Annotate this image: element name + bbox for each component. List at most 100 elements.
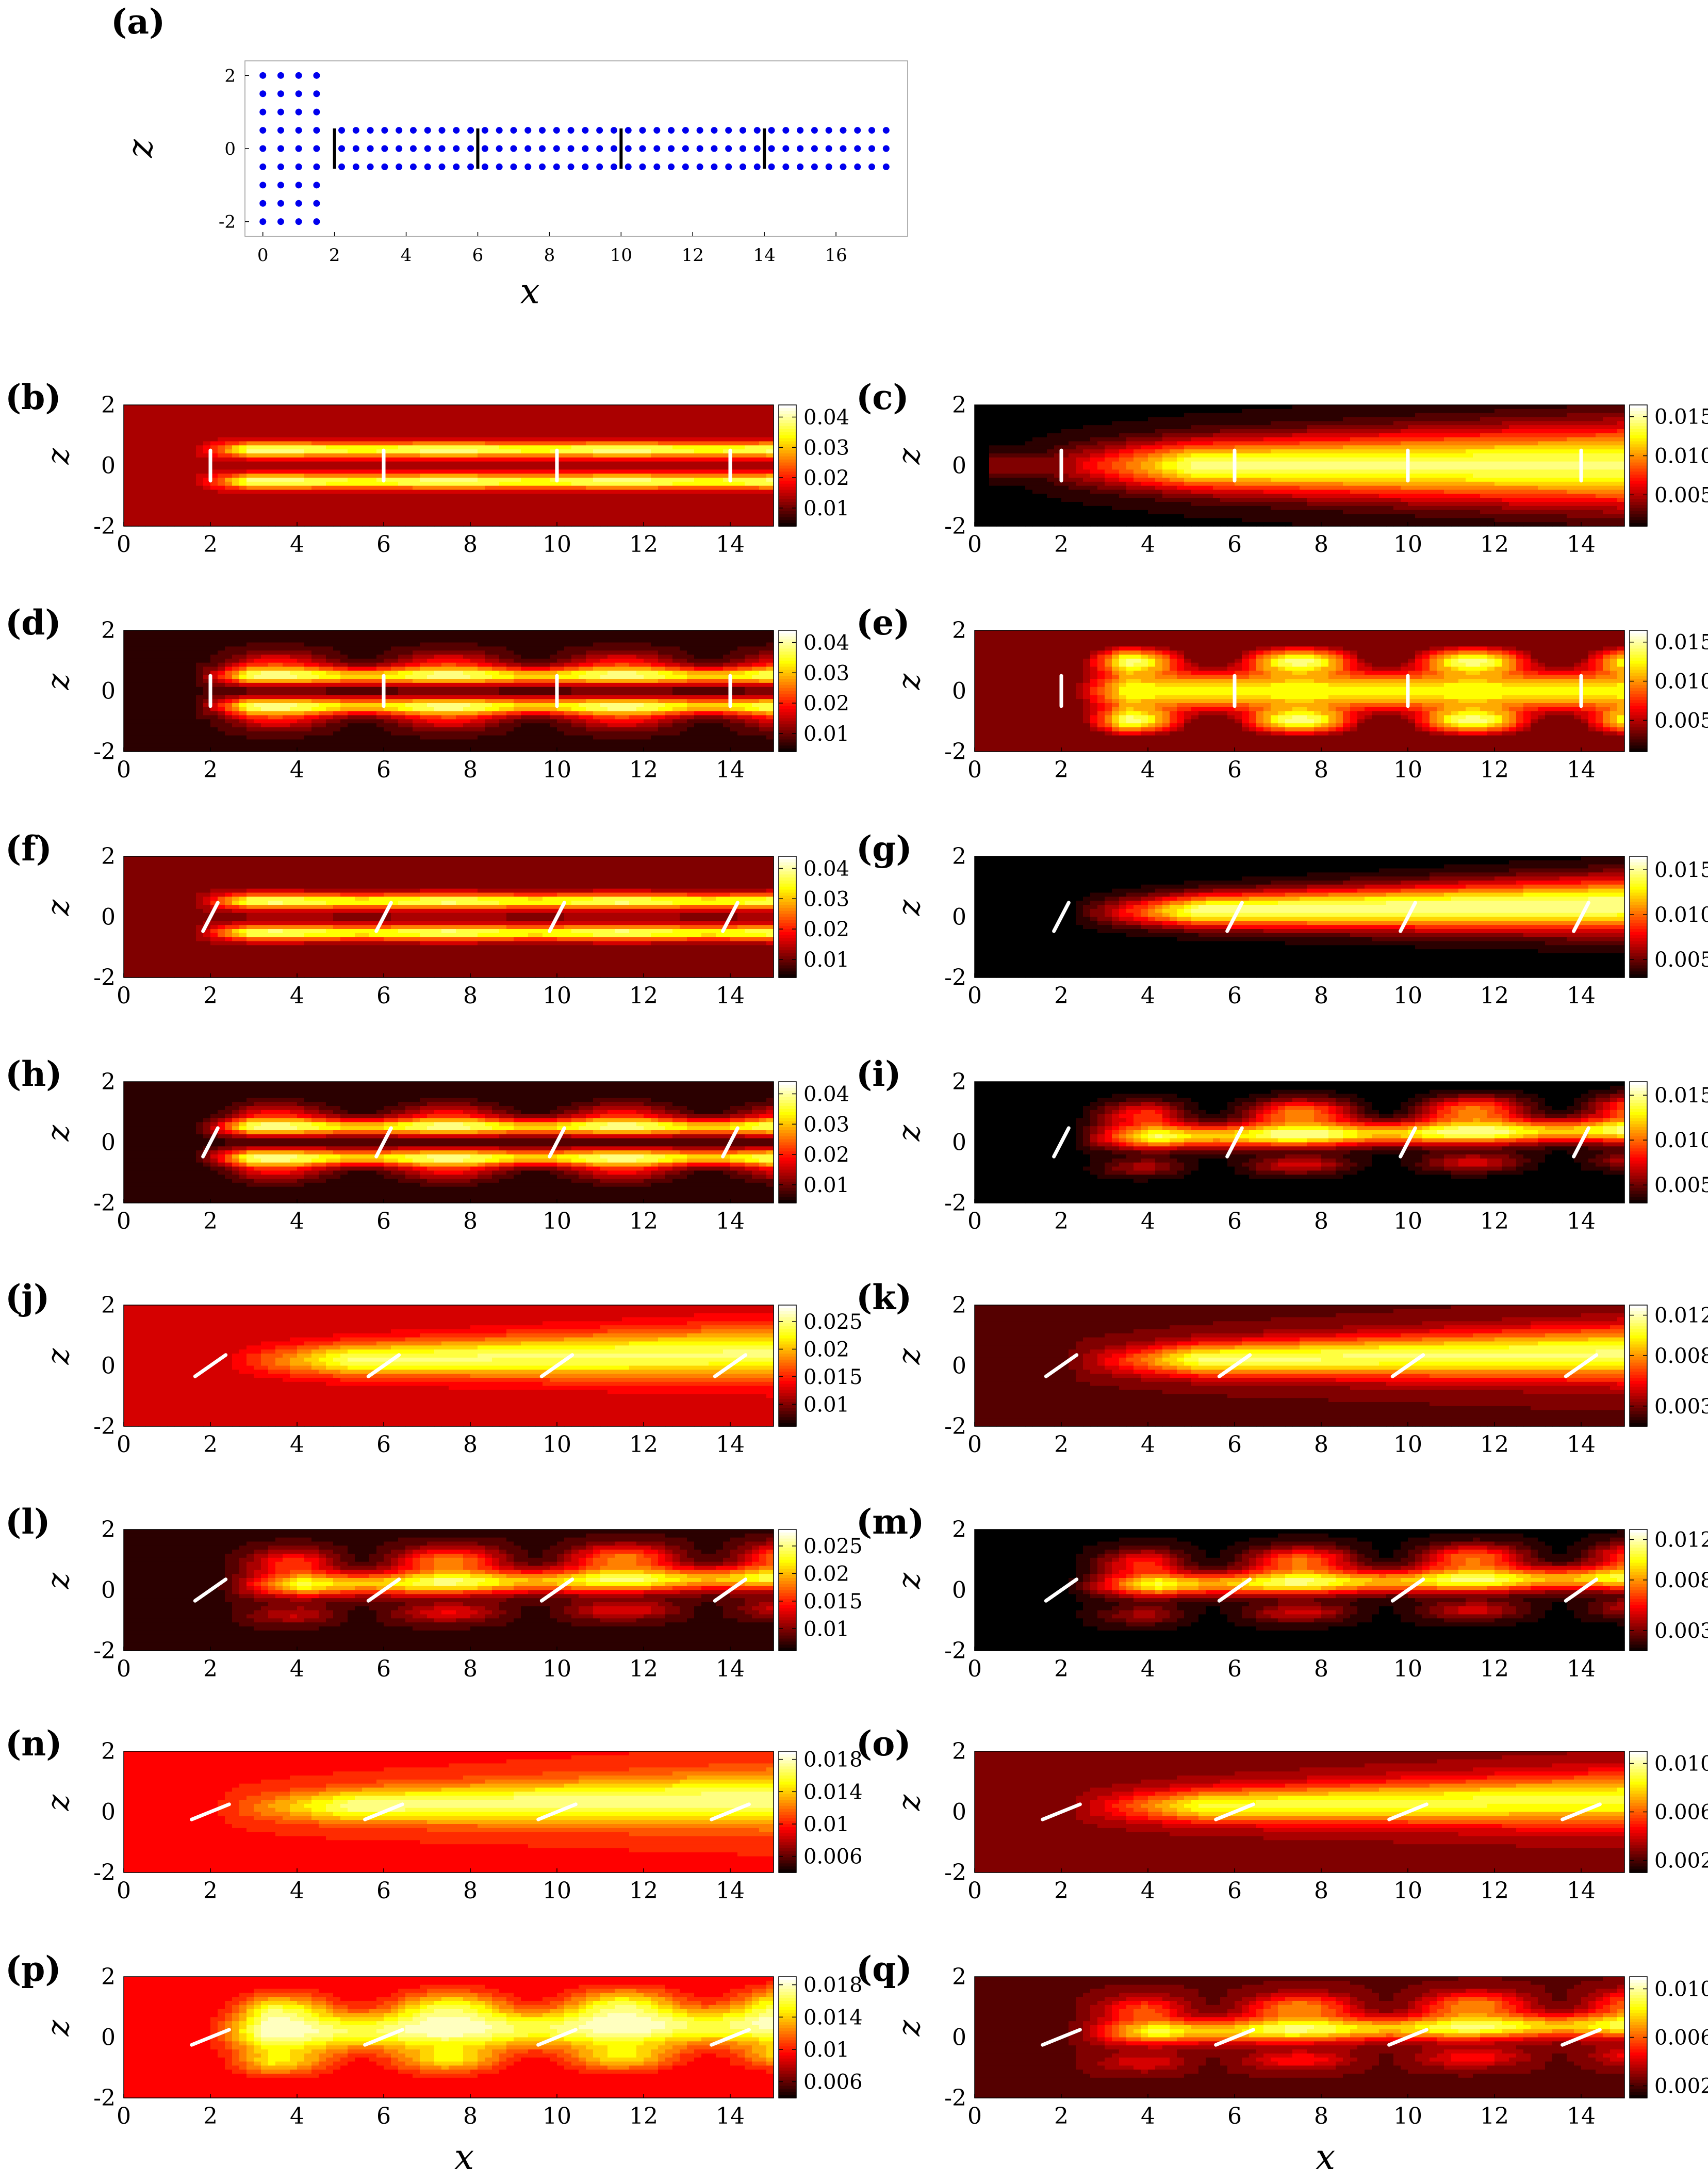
heatmap-cell [348, 522, 355, 527]
heatmap-cell [1155, 469, 1163, 474]
heatmap-cell [730, 445, 738, 450]
heatmap-cell [449, 425, 456, 430]
grid-point [582, 127, 589, 134]
heatmap-cell [1422, 465, 1430, 470]
heatmap-cell [478, 478, 485, 482]
heatmap-cell [470, 457, 478, 462]
heatmap-cell [1451, 506, 1459, 511]
heatmap-cell [1430, 465, 1437, 470]
heatmap-cell [225, 518, 233, 523]
grid-point [409, 127, 417, 134]
heatmap-cell [326, 518, 334, 523]
heatmap-cell [1321, 453, 1329, 458]
heatmap-cell [1307, 457, 1315, 462]
heatmap-cell [167, 417, 175, 421]
heatmap-cell [1227, 413, 1235, 418]
heatmap-cell [1112, 518, 1120, 523]
heatmap-cell [1278, 449, 1286, 454]
heatmap-cell [405, 485, 413, 491]
heatmap-cell [1004, 429, 1011, 434]
heatmap-cell [651, 502, 659, 507]
heatmap-cell [362, 498, 370, 502]
heatmap-cell [160, 514, 168, 518]
heatmap-cell [701, 429, 709, 434]
heatmap-cell [564, 506, 572, 511]
heatmap-cell [506, 522, 514, 527]
heatmap-cell [996, 494, 1004, 498]
heatmap-cell [1415, 474, 1423, 478]
heatmap-cell [1191, 481, 1199, 486]
heatmap-cell [1191, 506, 1199, 511]
grid-point [277, 108, 284, 116]
heatmap-cell [1090, 421, 1098, 426]
heatmap-cell [1126, 425, 1134, 430]
heatmap-cell [665, 478, 673, 482]
grid-point [295, 127, 302, 134]
heatmap-cell [1184, 498, 1192, 502]
heatmap-cell [514, 421, 521, 426]
heatmap-cell [1097, 474, 1105, 478]
colorbar-swatch [779, 438, 796, 442]
heatmap-cell [1134, 485, 1141, 491]
heatmap-cell [333, 445, 341, 450]
heatmap-cell [275, 429, 283, 434]
heatmap-cell [543, 522, 550, 527]
heatmap-cell [701, 518, 709, 523]
heatmap-cell [268, 494, 276, 498]
heatmap-cell [247, 518, 254, 523]
heatmap-cell [1415, 485, 1423, 491]
heatmap-cell [1343, 485, 1351, 491]
heatmap-cell [1444, 449, 1452, 454]
heatmap-cell [1191, 409, 1199, 414]
heatmap-cell [290, 417, 298, 421]
heatmap-cell [333, 457, 341, 462]
heatmap-cell [499, 429, 507, 434]
heatmap-cell [622, 494, 630, 498]
heatmap-cell [1090, 506, 1098, 511]
heatmap-cell [167, 506, 175, 511]
heatmap-cell [470, 409, 478, 414]
heatmap-cell [268, 417, 276, 421]
heatmap-cell [1054, 502, 1062, 507]
heatmap-cell [557, 453, 565, 458]
heatmap-cell [1134, 518, 1141, 523]
heatmap-cell [1025, 469, 1033, 474]
heatmap-cell [1054, 481, 1062, 486]
heatmap-cell [391, 457, 399, 462]
heatmap-cell [1025, 421, 1033, 426]
heatmap-cell [1386, 494, 1394, 498]
heatmap-cell [680, 457, 687, 462]
grid-point [259, 218, 267, 225]
heatmap-cell [514, 433, 521, 438]
heatmap-cell [1025, 506, 1033, 511]
heatmap-cell [615, 461, 622, 466]
heatmap-cell [478, 461, 485, 466]
heatmap-cell [1292, 510, 1300, 515]
heatmap-cell [304, 469, 312, 474]
heatmap-cell [326, 441, 334, 446]
heatmap-cell [1011, 433, 1019, 438]
heatmap-cell [687, 494, 695, 498]
heatmap-cell [716, 461, 724, 466]
heatmap-cell [607, 514, 615, 518]
heatmap-cell [1393, 514, 1401, 518]
heatmap-cell [543, 506, 550, 511]
heatmap-cell [1256, 498, 1264, 502]
heatmap-cell [745, 441, 752, 446]
heatmap-cell [160, 490, 168, 494]
heatmap-cell [521, 481, 529, 486]
heatmap-cell [528, 518, 536, 523]
heatmap-cell [1271, 457, 1278, 462]
heatmap-cell [124, 514, 132, 518]
heatmap-cell [557, 413, 565, 418]
heatmap-cell [593, 478, 601, 482]
heatmap-cell [441, 429, 449, 434]
heatmap-cell [218, 461, 225, 466]
heatmap-cell [586, 522, 594, 527]
heatmap-cell [1307, 429, 1315, 434]
heatmap-cell [167, 437, 175, 442]
heatmap-cell [1386, 421, 1394, 426]
heatmap-cell [196, 437, 204, 442]
heatmap-cell [665, 413, 673, 418]
heatmap-cell [1083, 522, 1091, 527]
